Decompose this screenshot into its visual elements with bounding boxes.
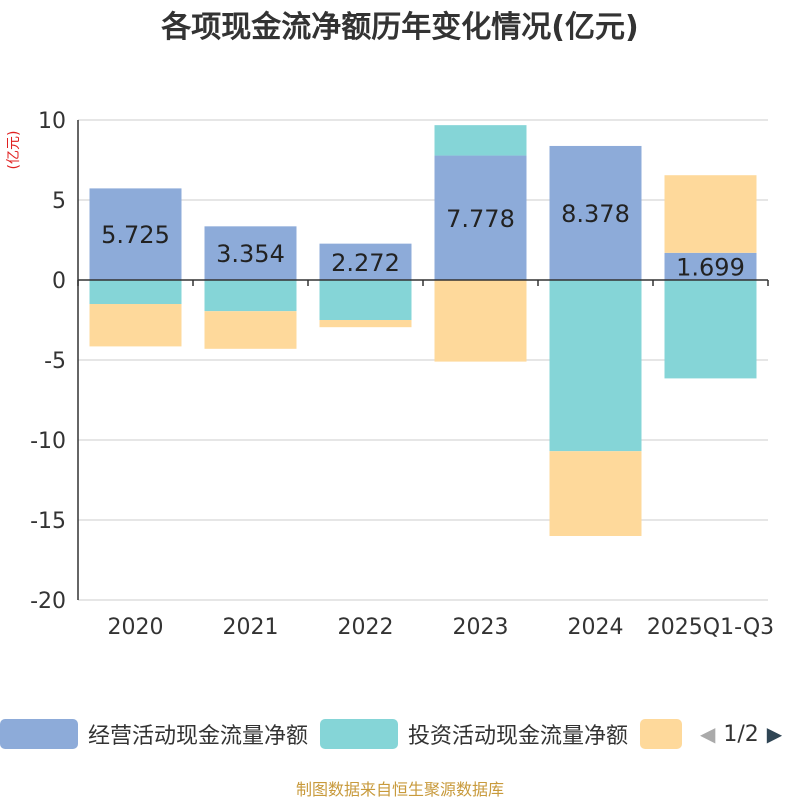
bar-investing-2023 [434, 125, 527, 156]
y-tick-label: 0 [52, 269, 66, 294]
bar-operating-2021 [204, 226, 297, 280]
legend-label-operating: 经营活动现金流量净额 [88, 724, 309, 749]
legend: 经营活动现金流量净额 投资活动现金流量净额 ◀ 1/2 ▶ [0, 716, 800, 752]
legend-item-financing[interactable] [640, 716, 682, 752]
bar-financing-2021 [204, 311, 297, 349]
x-tick-label: 2022 [338, 615, 394, 640]
source-footer: 制图数据来自恒生聚源数据库 [295, 780, 504, 799]
bar-investing-2020 [89, 280, 182, 304]
bar-chart: (亿元) 10 5 0 -5 -10 -15 -20 5.725 3.354 2.272 7.778 8… [6, 109, 774, 640]
x-tick-label: 2023 [453, 615, 509, 640]
legend-page-indicator: 1/2 [723, 721, 759, 747]
bar-financing-2020 [89, 304, 182, 347]
legend-swatch-investing [320, 719, 398, 749]
bar-financing-2023 [434, 280, 527, 362]
data-label-operating-2024: 8.378 [561, 200, 630, 228]
bar-operating-2023 [434, 155, 527, 280]
y-tick-label: -10 [30, 429, 66, 454]
y-tick-label: 5 [52, 189, 66, 214]
y-tick-label: -20 [30, 589, 66, 614]
legend-item-operating[interactable]: 经营活动现金流量净额 [0, 716, 308, 752]
legend-prev-page-icon[interactable]: ◀ [700, 722, 716, 746]
data-label-operating-2022: 2.272 [331, 249, 400, 277]
legend-swatch-financing [640, 719, 682, 749]
x-tick-label: 2024 [568, 615, 624, 640]
data-label-operating-2025Q1-Q3: 1.699 [676, 253, 745, 281]
bar-investing-2022 [319, 280, 412, 320]
y-axis-title: (亿元) [6, 131, 22, 170]
legend-next-page-icon[interactable]: ▶ [766, 722, 783, 746]
y-tick-label: 10 [38, 109, 66, 134]
x-tick-label: 2020 [108, 615, 164, 640]
y-tick-label: -15 [30, 509, 66, 534]
bar-financing-2024 [549, 451, 642, 536]
bar-investing-2024 [549, 280, 642, 452]
x-tick-label: 2025Q1-Q3 [647, 615, 774, 640]
x-tick-label: 2021 [223, 615, 279, 640]
bar-financing-2022 [319, 320, 412, 328]
data-label-operating-2021: 3.354 [216, 240, 285, 268]
bar-operating-2024 [549, 145, 642, 280]
data-label-operating-2023: 7.778 [446, 205, 515, 233]
bar-financing-2025Q1-Q3 [664, 175, 757, 253]
legend-swatch-operating [0, 719, 78, 749]
legend-label-investing: 投资活动现金流量净额 [408, 724, 629, 749]
legend-pager: ◀ 1/2 ▶ [700, 716, 782, 752]
bar-operating-2022 [319, 243, 412, 280]
bar-investing-2025Q1-Q3 [664, 280, 757, 379]
y-tick-label: -5 [44, 349, 66, 374]
bar-operating-2025Q1-Q3 [664, 252, 757, 280]
chart-title: 各项现金流净额历年变化情况(亿元) [161, 10, 639, 45]
data-label-operating-2020: 5.725 [101, 221, 170, 249]
bar-investing-2021 [204, 280, 297, 312]
legend-item-investing[interactable]: 投资活动现金流量净额 [320, 716, 628, 752]
bar-operating-2020 [89, 188, 182, 280]
